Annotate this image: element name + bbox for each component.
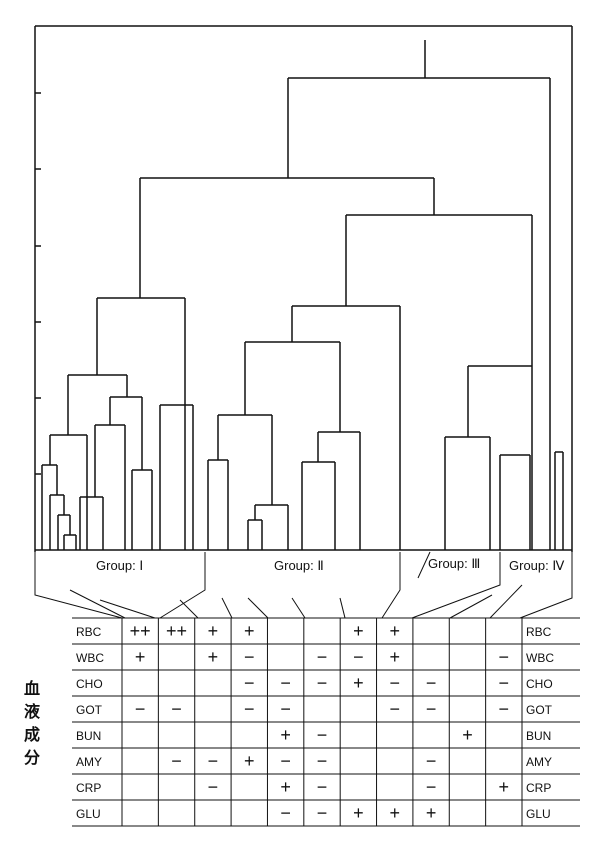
row-label-left: CHO <box>76 677 103 691</box>
row-label-right: GOT <box>526 703 553 717</box>
table-cell-symbol: − <box>317 751 328 771</box>
table-cell-symbol: − <box>171 751 182 771</box>
table-cell-symbol: + <box>389 803 400 823</box>
group-label-4: Group: Ⅳ <box>509 558 564 573</box>
table-cell-symbol: − <box>171 699 182 719</box>
group-label-1: Group: Ⅰ <box>96 558 143 573</box>
table-cell-symbol: − <box>426 699 437 719</box>
group-label-2: Group: Ⅱ <box>274 558 324 573</box>
row-label-right: AMY <box>526 755 552 769</box>
table-cell-symbol: − <box>280 803 291 823</box>
connector-lines <box>34 551 573 619</box>
table-cell-symbol: − <box>244 647 255 667</box>
dendrogram-tree <box>41 40 564 550</box>
table-cell-symbol: − <box>353 647 364 667</box>
table-cell-symbol: + <box>389 621 400 641</box>
group-label-3: Group: Ⅲ <box>428 556 480 571</box>
table-cell-symbol: − <box>280 699 291 719</box>
table-cell-symbol: + <box>353 621 364 641</box>
table-cell-symbol: + <box>244 751 255 771</box>
table-cell-symbol: − <box>317 725 328 745</box>
row-label-right: BUN <box>526 729 551 743</box>
table-cell-symbol: + <box>353 673 364 693</box>
group-labels: Group: Ⅰ Group: Ⅱ Group: Ⅲ Group: Ⅳ <box>96 556 564 573</box>
table-cell-symbol: + <box>426 803 437 823</box>
row-label-right: CHO <box>526 677 553 691</box>
table-cell-symbol: + <box>389 647 400 667</box>
table-cell-symbol: − <box>317 803 328 823</box>
row-label-left: GLU <box>76 807 101 821</box>
table-cell-symbol: − <box>208 751 219 771</box>
side-label-char: 分 <box>24 748 40 767</box>
row-label-left: RBC <box>76 625 102 639</box>
blood-component-table: RBC RBC++ ++ + + + +WBC WBC+ + − − − + −CHO CHO− − − + − − −… <box>72 617 580 827</box>
side-label-char: 液 <box>24 702 41 721</box>
table-cell-symbol: + <box>244 621 255 641</box>
side-label-char: 血 <box>24 679 40 698</box>
table-cell-symbol: + <box>208 647 219 667</box>
table-cell-symbol: − <box>389 673 400 693</box>
table-cell-symbol: ++ <box>166 621 187 641</box>
row-label-right: CRP <box>526 781 551 795</box>
table-cell-symbol: − <box>317 647 328 667</box>
table-cell-symbol: − <box>135 699 146 719</box>
row-label-left: WBC <box>76 651 104 665</box>
table-cell-symbol: − <box>244 699 255 719</box>
table-cell-symbol: − <box>389 699 400 719</box>
table-cell-symbol: − <box>317 777 328 797</box>
table-cell-symbol: + <box>353 803 364 823</box>
table-cell-symbol: − <box>317 673 328 693</box>
table-cell-symbol: + <box>280 777 291 797</box>
table-cell-symbol: − <box>426 777 437 797</box>
table-cell-symbol: + <box>280 725 291 745</box>
table-cell-symbol: − <box>244 673 255 693</box>
table-cell-symbol: − <box>499 699 510 719</box>
y-axis-ticks <box>35 92 41 475</box>
table-cell-symbol: − <box>426 673 437 693</box>
row-label-left: AMY <box>76 755 102 769</box>
table-cell-symbol: − <box>208 777 219 797</box>
row-label-left: CRP <box>76 781 101 795</box>
row-label-right: WBC <box>526 651 554 665</box>
table-cell-symbol: + <box>135 647 146 667</box>
table-cell-symbol: − <box>280 673 291 693</box>
row-label-left: BUN <box>76 729 101 743</box>
dendrogram-frame <box>34 25 573 552</box>
table-cell-symbol: − <box>280 751 291 771</box>
row-label-right: RBC <box>526 625 552 639</box>
side-label-char: 成 <box>24 725 40 744</box>
table-cell-symbol: + <box>499 777 510 797</box>
table-cell-symbol: − <box>499 647 510 667</box>
row-label-right: GLU <box>526 807 551 821</box>
table-cell-symbol: + <box>208 621 219 641</box>
table-cell-symbol: − <box>426 751 437 771</box>
table-cell-symbol: + <box>462 725 473 745</box>
table-cell-symbol: ++ <box>130 621 151 641</box>
row-label-left: GOT <box>76 703 103 717</box>
table-cell-symbol: − <box>499 673 510 693</box>
